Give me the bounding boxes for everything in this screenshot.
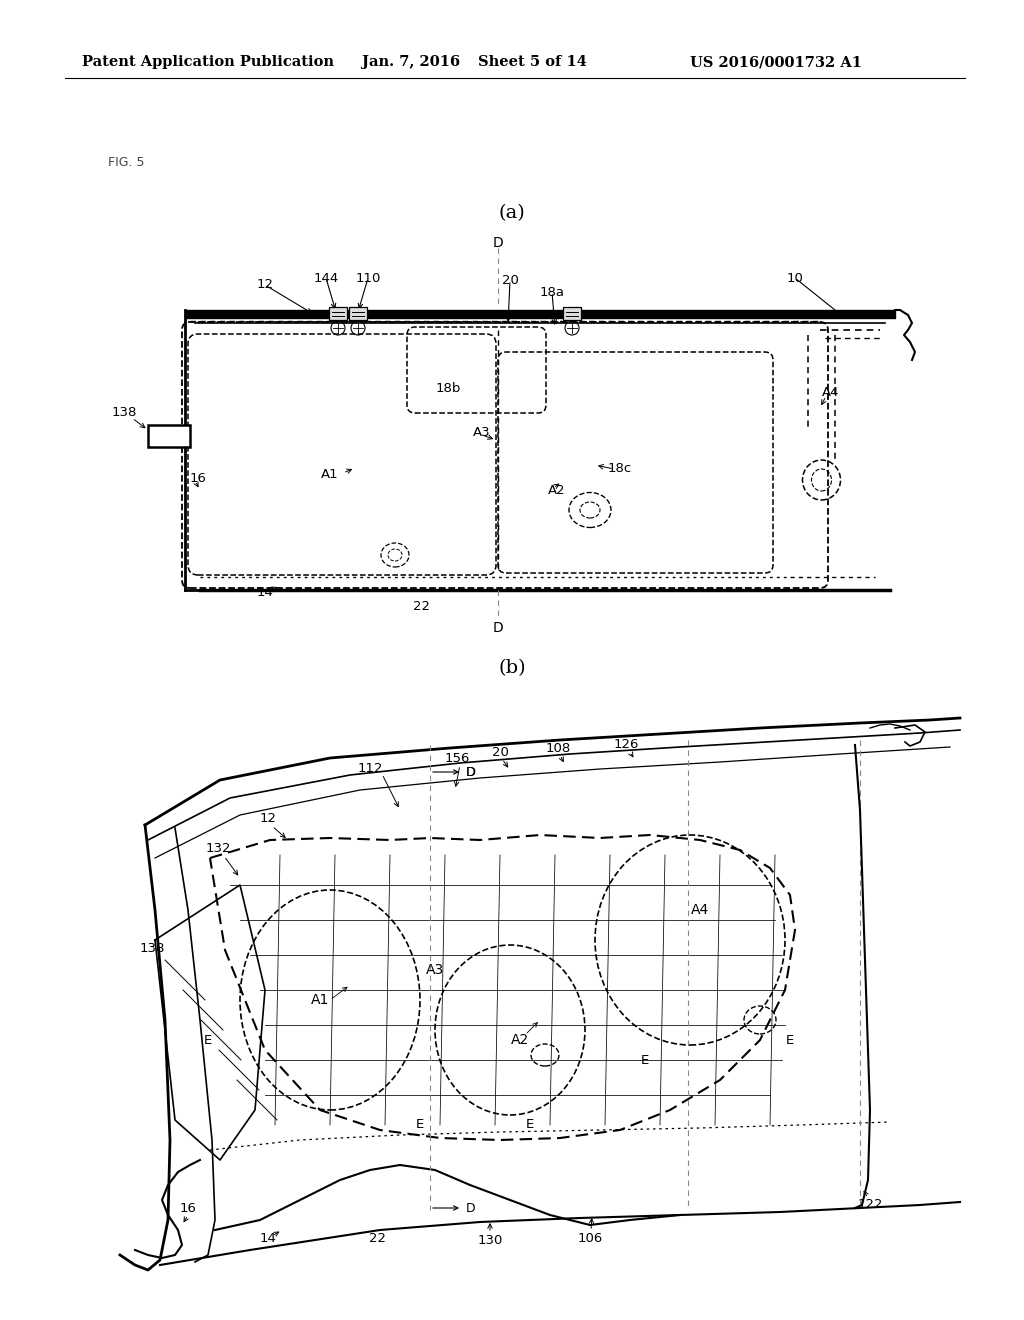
Text: Patent Application Publication: Patent Application Publication [82, 55, 334, 69]
Text: Sheet 5 of 14: Sheet 5 of 14 [478, 55, 587, 69]
Text: (a): (a) [499, 205, 525, 222]
Text: D: D [493, 620, 504, 635]
Text: 138: 138 [139, 941, 165, 954]
Text: D: D [466, 766, 475, 779]
Text: 10: 10 [786, 272, 804, 285]
Text: E: E [526, 1118, 535, 1131]
Text: A1: A1 [311, 993, 329, 1007]
Text: 16: 16 [179, 1201, 197, 1214]
Text: E: E [204, 1034, 212, 1047]
Text: 122: 122 [857, 1199, 883, 1212]
Text: 156: 156 [444, 751, 470, 764]
Text: (b): (b) [499, 659, 525, 677]
Text: E: E [785, 1034, 795, 1047]
Text: 144: 144 [313, 272, 339, 285]
Text: 12: 12 [259, 812, 276, 825]
Text: 14: 14 [259, 1232, 276, 1245]
Text: A4: A4 [691, 903, 710, 917]
Text: D: D [466, 1201, 475, 1214]
Text: A3: A3 [473, 425, 490, 438]
Text: 112: 112 [357, 762, 383, 775]
Text: E: E [416, 1118, 424, 1131]
Text: A1: A1 [322, 469, 339, 482]
Text: 22: 22 [370, 1232, 386, 1245]
Text: 12: 12 [256, 279, 273, 292]
Text: Jan. 7, 2016: Jan. 7, 2016 [362, 55, 460, 69]
Text: 20: 20 [492, 746, 509, 759]
Text: 14: 14 [257, 586, 273, 598]
Text: A3: A3 [426, 964, 444, 977]
Text: E: E [641, 1053, 649, 1067]
Text: A2: A2 [511, 1034, 529, 1047]
Text: A4: A4 [822, 385, 840, 399]
Text: US 2016/0001732 A1: US 2016/0001732 A1 [690, 55, 862, 69]
Text: 108: 108 [546, 742, 570, 755]
Text: 20: 20 [502, 273, 518, 286]
Text: 126: 126 [613, 738, 639, 751]
Polygon shape [329, 308, 347, 319]
Polygon shape [563, 308, 581, 319]
Text: 16: 16 [190, 471, 207, 484]
Polygon shape [148, 425, 190, 447]
Text: 138: 138 [112, 407, 137, 420]
Text: 18c: 18c [608, 462, 632, 474]
Text: A2: A2 [548, 483, 565, 496]
Text: FIG. 5: FIG. 5 [108, 157, 144, 169]
Text: 22: 22 [414, 601, 430, 614]
Text: 110: 110 [355, 272, 381, 285]
Text: D: D [493, 236, 504, 249]
Text: D: D [466, 766, 476, 779]
Text: 130: 130 [477, 1233, 503, 1246]
Text: 106: 106 [578, 1232, 603, 1245]
Text: 18a: 18a [540, 285, 564, 298]
Text: 18b: 18b [436, 381, 462, 395]
Polygon shape [349, 308, 367, 319]
Text: 132: 132 [205, 842, 230, 854]
